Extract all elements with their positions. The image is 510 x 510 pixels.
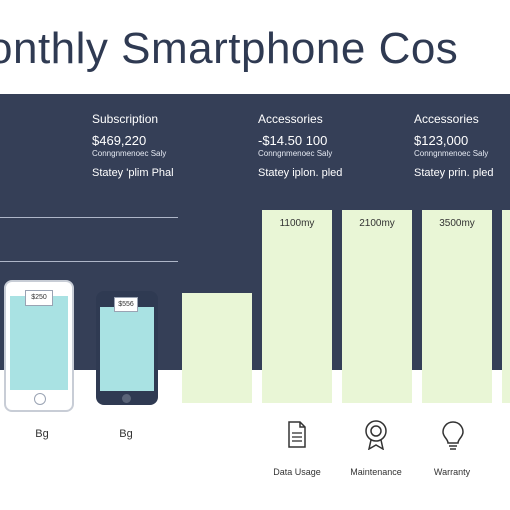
column-label: Accessories: [258, 112, 323, 126]
lightbulb-icon: [442, 421, 464, 450]
gridline: [0, 217, 178, 218]
column-sub: Statey iplon. pled: [258, 167, 343, 179]
column-accessories-1: Accessories -$14.50 100 Conngnmenoec Sal…: [258, 112, 342, 179]
title-band: onthly Smartphone Cos: [0, 0, 510, 94]
column-subscription: Subscription $469,220 Conngnmenoec Saly …: [92, 112, 174, 179]
gridline: [0, 261, 178, 262]
column-note: Conngnmenoec Saly: [258, 149, 333, 158]
bar-label: 3500my: [439, 218, 475, 229]
chart-title: onthly Smartphone Cos: [0, 24, 459, 73]
column-label: Subscription: [92, 112, 159, 126]
column-amount: $123,000: [414, 133, 469, 148]
icon-label-warranty: Warranty: [433, 467, 471, 477]
bar-1: 1100my: [262, 210, 332, 403]
document-icon: [288, 421, 306, 448]
column-amount: -$14.50 100: [258, 133, 328, 148]
column-note: Conngnmenoec Saly: [92, 149, 167, 158]
column-accessories-2: Accessories $123,000 Conngnmenoec Saly S…: [414, 112, 494, 179]
icon-label-data-usage: Data Usage: [273, 467, 321, 477]
column-sub: Statey prin. pled: [414, 167, 494, 179]
price-tag: $250: [25, 290, 53, 306]
phone-label: Bg: [35, 428, 49, 440]
icon-label-maintenance: Maintenance: [350, 467, 402, 477]
column-amount: $469,220: [92, 133, 147, 148]
column-label: Accessories: [414, 112, 479, 126]
bar-label: 2100my: [359, 218, 395, 229]
phone-label: Bg: [119, 428, 133, 440]
home-button: [34, 393, 46, 405]
badge-icon: [365, 420, 387, 450]
bar-2: 2100my: [342, 210, 412, 403]
phone-screen: [10, 296, 68, 390]
bar-label: 1100my: [279, 218, 315, 229]
column-note: Conngnmenoec Saly: [414, 149, 489, 158]
home-button: [122, 394, 131, 403]
phone-dark: $556: [96, 291, 158, 405]
bar-3: 3500my: [422, 210, 492, 403]
bar-0: [182, 293, 252, 403]
column-sub: Statey 'plim Phal: [92, 167, 174, 179]
price-tag: $556: [114, 297, 138, 312]
phone-screen: [100, 307, 154, 391]
phone-white: $250: [4, 280, 74, 412]
bar-4: [502, 210, 510, 403]
